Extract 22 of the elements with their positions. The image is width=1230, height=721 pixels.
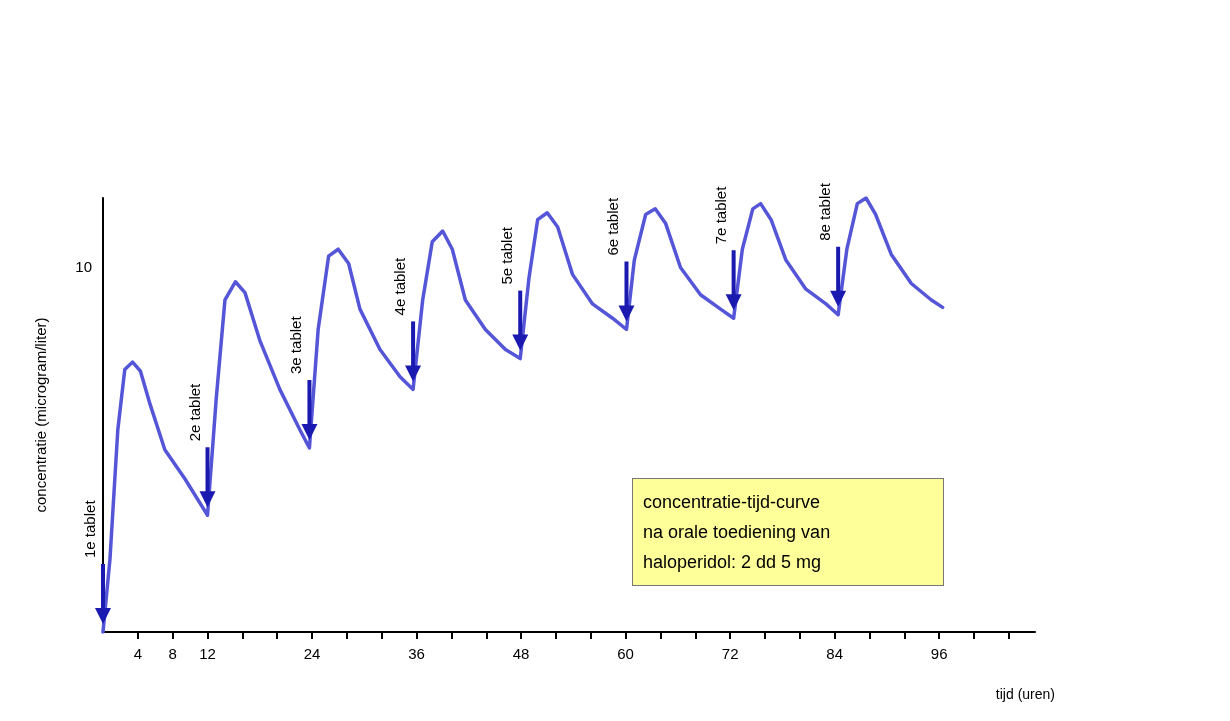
annotation: 5e tablet [498, 226, 516, 285]
x-tick-label: 72 [721, 645, 739, 662]
annotation: 8e tablet [816, 182, 834, 241]
annotation: 3e tablet [287, 315, 305, 374]
text: 10 [75, 258, 92, 275]
text: 1e tablet [81, 499, 98, 558]
annotation: 6e tablet [604, 197, 622, 256]
x-axis-title: tijd (uren) [995, 686, 1056, 702]
x-tick-label: 36 [408, 645, 425, 662]
x-tick-label: 96 [930, 645, 948, 662]
annotation: 2e tablet [185, 382, 203, 442]
x-tick-label: 8 [168, 645, 177, 662]
y-axis-title: concentratie (microgram/liter) [32, 317, 49, 513]
x-tick-label: 60 [617, 645, 634, 662]
note-box: concentratie-tijd-curve na orale toediening van haloperidol: 2 dd 5 mg [632, 478, 944, 586]
x-tick-label: 4 [133, 645, 143, 662]
x-tick-label: 84 [826, 645, 844, 662]
annotation: 7e tablet [711, 185, 729, 245]
x-tick-label: 48 [512, 645, 530, 662]
annotation: 4e tablet [391, 257, 409, 316]
x-tick-label: 12 [199, 645, 216, 662]
x-tick-label: 24 [303, 645, 321, 662]
